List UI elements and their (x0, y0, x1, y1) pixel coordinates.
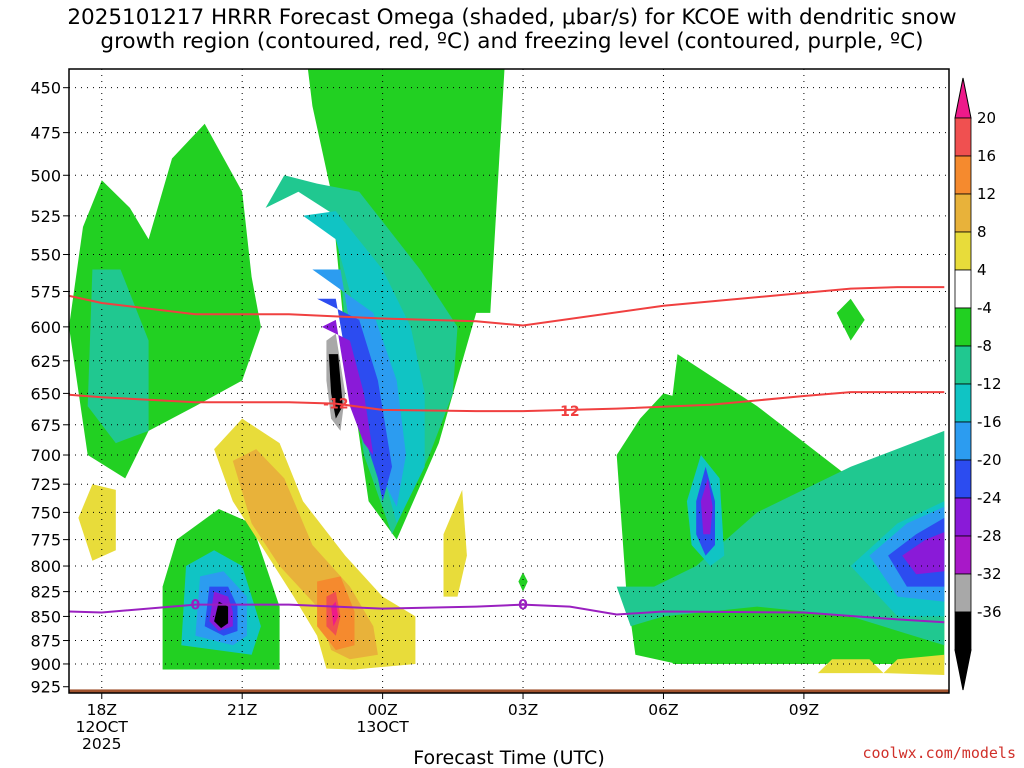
omega-region-15 (328, 354, 343, 419)
y-tick-label-775: 775 (30, 531, 61, 550)
x-tick-label-0-0: 18Z (87, 701, 117, 719)
y-tick-label-525: 525 (30, 207, 61, 226)
x-tick-label-0-1: 12OCT (76, 718, 129, 736)
colorbar-label-20: 20 (977, 109, 996, 127)
y-tick-label-850: 850 (30, 607, 61, 626)
y-tick-label-825: 825 (30, 583, 61, 602)
x-tick-label-2-1: 13OCT (357, 718, 410, 736)
chart-title: 2025101217 HRRR Forecast Omega (shaded, … (0, 6, 1024, 54)
omega-region-23 (700, 478, 713, 535)
dgz-contour-1 (69, 391, 945, 413)
y-tick-label-575: 575 (30, 282, 61, 301)
colorbar-swatch-13 (954, 611, 972, 651)
chart-title-line-1: 2025101217 HRRR Forecast Omega (shaded, … (67, 5, 957, 30)
colorbar-label--16: -16 (977, 413, 1002, 431)
colorbar-label--12: -12 (977, 375, 1002, 393)
freezing-level-label-0: 0 (191, 598, 201, 614)
omega-region-27 (902, 532, 945, 575)
omega-region-13 (321, 319, 374, 455)
omega-region-8 (616, 430, 945, 646)
omega-region-35 (659, 0, 729, 64)
omega-region-34 (443, 489, 467, 597)
colorbar-swatch-6 (954, 345, 972, 385)
colorbar-label--32: -32 (977, 565, 1002, 583)
y-tick-label-700: 700 (30, 446, 61, 465)
x-tick-label-2-0: 00Z (367, 701, 397, 719)
y-tick-label-900: 900 (30, 655, 61, 674)
y-tick-label-925: 925 (30, 678, 61, 697)
omega-region-5 (836, 298, 865, 341)
y-tick-label-725: 725 (30, 475, 61, 494)
y-tick-label-450: 450 (30, 79, 61, 98)
colorbar-swatch-4 (954, 269, 972, 309)
x-axis-label: Forecast Time (UTC) (413, 747, 604, 768)
omega-region-20 (214, 601, 229, 629)
colorbar-label--8: -8 (977, 337, 992, 355)
colorbar-swatch-2 (954, 193, 972, 233)
colorbar-swatch-3 (954, 231, 972, 271)
y-tick-label-675: 675 (30, 416, 61, 435)
colorbar-swatch-8 (954, 421, 972, 461)
dgz-contour-0 (69, 286, 945, 327)
dgz-contour-label-1: 12 (560, 404, 579, 420)
x-tick-label-1-0: 21Z (227, 701, 257, 719)
y-tick-label-625: 625 (30, 352, 61, 371)
colorbar: 20 16 12 8 4 -4 -8 -12 -16 -20 -24 -28 -32 -36 (954, 77, 1002, 691)
y-tick-label-600: 600 (30, 318, 61, 337)
axes: 450 475 500 525 550 575 600 625 650 675 700 725 750 7… (30, 68, 950, 768)
colorbar-swatch-5 (954, 307, 972, 347)
y-tick-label-475: 475 (30, 124, 61, 143)
colorbar-bottom-triangle (954, 649, 972, 691)
chart-title-line-2: growth region (contoured, red, ºC) and f… (100, 29, 924, 54)
omega-shading (69, 0, 949, 693)
omega-region-37 (883, 654, 945, 675)
colorbar-swatch-9 (954, 459, 972, 499)
y-tick-label-800: 800 (30, 557, 61, 576)
watermark: coolwx.com/models (862, 744, 1016, 762)
colorbar-swatch-11 (954, 535, 972, 575)
y-tick-label-500: 500 (30, 166, 61, 185)
y-tick-label-550: 550 (30, 246, 61, 265)
colorbar-label--36: -36 (977, 603, 1002, 621)
colorbar-label-8: 8 (977, 223, 987, 241)
contour-lines: -12 12 0 0 (69, 286, 945, 624)
colorbar-label--28: -28 (977, 527, 1002, 545)
y-tick-label-750: 750 (30, 503, 61, 522)
colorbar-label-16: 16 (977, 147, 996, 165)
colorbar-swatch-0 (954, 117, 972, 157)
y-tick-label-650: 650 (30, 384, 61, 403)
dgz-contour-label-0: -12 (323, 397, 348, 413)
y-tick-label-875: 875 (30, 632, 61, 651)
x-tick-label-3-0: 03Z (508, 701, 538, 719)
freezing-level-contour (69, 603, 945, 624)
ground-strip (69, 689, 949, 693)
freezing-level-label-1: 0 (518, 598, 528, 614)
colorbar-top-triangle (954, 77, 972, 119)
x-tick-label-4-0: 06Z (648, 701, 678, 719)
colorbar-label-4: 4 (977, 261, 987, 279)
plot-frame (68, 68, 950, 694)
colorbar-swatch-7 (954, 383, 972, 423)
omega-region-6 (518, 572, 528, 592)
colorbar-label--24: -24 (977, 489, 1002, 507)
x-tick-label-5-0: 09Z (789, 701, 819, 719)
omega-region-33 (78, 484, 116, 561)
colorbar-swatch-10 (954, 497, 972, 537)
colorbar-swatch-12 (954, 573, 972, 613)
omega-region-32 (331, 601, 339, 627)
x-tick-label-0-2: 2025 (82, 735, 121, 753)
colorbar-label-12: 12 (977, 185, 996, 203)
colorbar-label--20: -20 (977, 451, 1002, 469)
colorbar-swatch-1 (954, 155, 972, 195)
colorbar-label--4: -4 (977, 299, 992, 317)
grid-lines (69, 69, 949, 693)
omega-region-36 (817, 659, 884, 674)
